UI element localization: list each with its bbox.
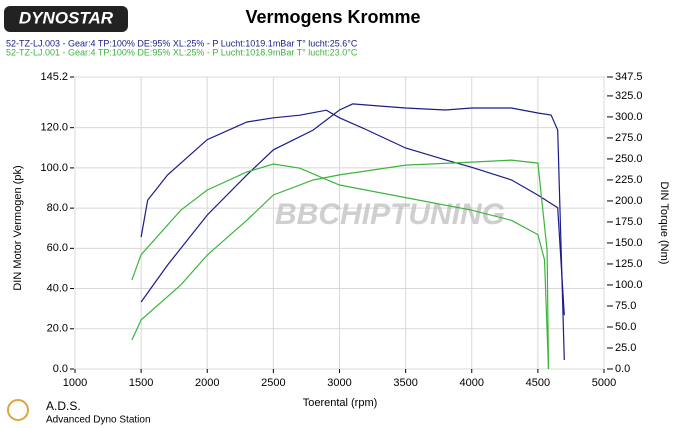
series-line <box>140 103 565 361</box>
y-tick-label: 145.2 <box>40 71 68 83</box>
footer-icon <box>7 399 29 421</box>
y-axis-label: DIN Motor Vermogen (pk) <box>12 165 24 290</box>
y2-tick-label: 0.0 <box>615 363 630 375</box>
y2-tick-label: 347.5 <box>615 71 643 83</box>
y2-tick-label: 225.0 <box>615 174 643 186</box>
x-tick-label: 3000 <box>327 377 351 389</box>
x-tick-label: 4000 <box>460 377 484 389</box>
y2-tick-label: 50.0 <box>615 321 636 333</box>
footer-title: A.D.S. <box>46 399 81 413</box>
y2-tick-label: 275.0 <box>615 132 643 144</box>
x-axis-label: Toerental (rpm) <box>303 397 378 409</box>
y2-tick-label: 325.0 <box>615 90 643 102</box>
lines <box>131 103 565 370</box>
y2-axis-label: DIN Torque (Nm) <box>658 182 670 265</box>
y-tick-label: 120.0 <box>40 122 68 134</box>
y2-tick-label: 100.0 <box>615 279 643 291</box>
y-tick-label: 100.0 <box>40 162 68 174</box>
watermark: BBCHIPTUNING <box>275 198 505 231</box>
y-tick-label: 40.0 <box>47 282 68 294</box>
series-line <box>140 109 565 316</box>
y-tick-label: 80.0 <box>47 202 68 214</box>
y2-tick-label: 200.0 <box>615 195 643 207</box>
x-tick-label: 5000 <box>592 377 616 389</box>
y2-tick-label: 125.0 <box>615 258 643 270</box>
y-tick-label: 60.0 <box>47 242 68 254</box>
brand-logo: DYNOSTAR <box>19 8 114 27</box>
series-line <box>131 163 550 370</box>
x-tick-label: 2500 <box>261 377 285 389</box>
logo-badge <box>4 6 128 32</box>
footer-subtitle: Advanced Dyno Station <box>46 415 151 426</box>
y-tick-label: 20.0 <box>47 323 68 335</box>
y2-tick-label: 175.0 <box>615 216 643 228</box>
x-tick-label: 2000 <box>195 377 219 389</box>
y2-tick-label: 250.0 <box>615 153 643 165</box>
x-tick-label: 1500 <box>129 377 153 389</box>
y2-tick-label: 75.0 <box>615 300 636 312</box>
x-tick-label: 3500 <box>393 377 417 389</box>
series-line <box>131 159 550 370</box>
legend-entry: 52-TZ-LJ.001 - Gear:4 TP:100% DE:95% XL:… <box>6 47 358 57</box>
x-tick-label: 4500 <box>526 377 550 389</box>
y2-tick-label: 150.0 <box>615 237 643 249</box>
chart-title: Vermogens Kromme <box>245 7 420 27</box>
y2-tick-label: 300.0 <box>615 111 643 123</box>
grid <box>74 76 605 370</box>
legend-entry: 52-TZ-LJ.003 - Gear:4 TP:100% DE:95% XL:… <box>6 38 358 48</box>
y-tick-label: 0.0 <box>53 363 68 375</box>
y2-tick-label: 25.0 <box>615 342 636 354</box>
x-tick-label: 1000 <box>63 377 87 389</box>
